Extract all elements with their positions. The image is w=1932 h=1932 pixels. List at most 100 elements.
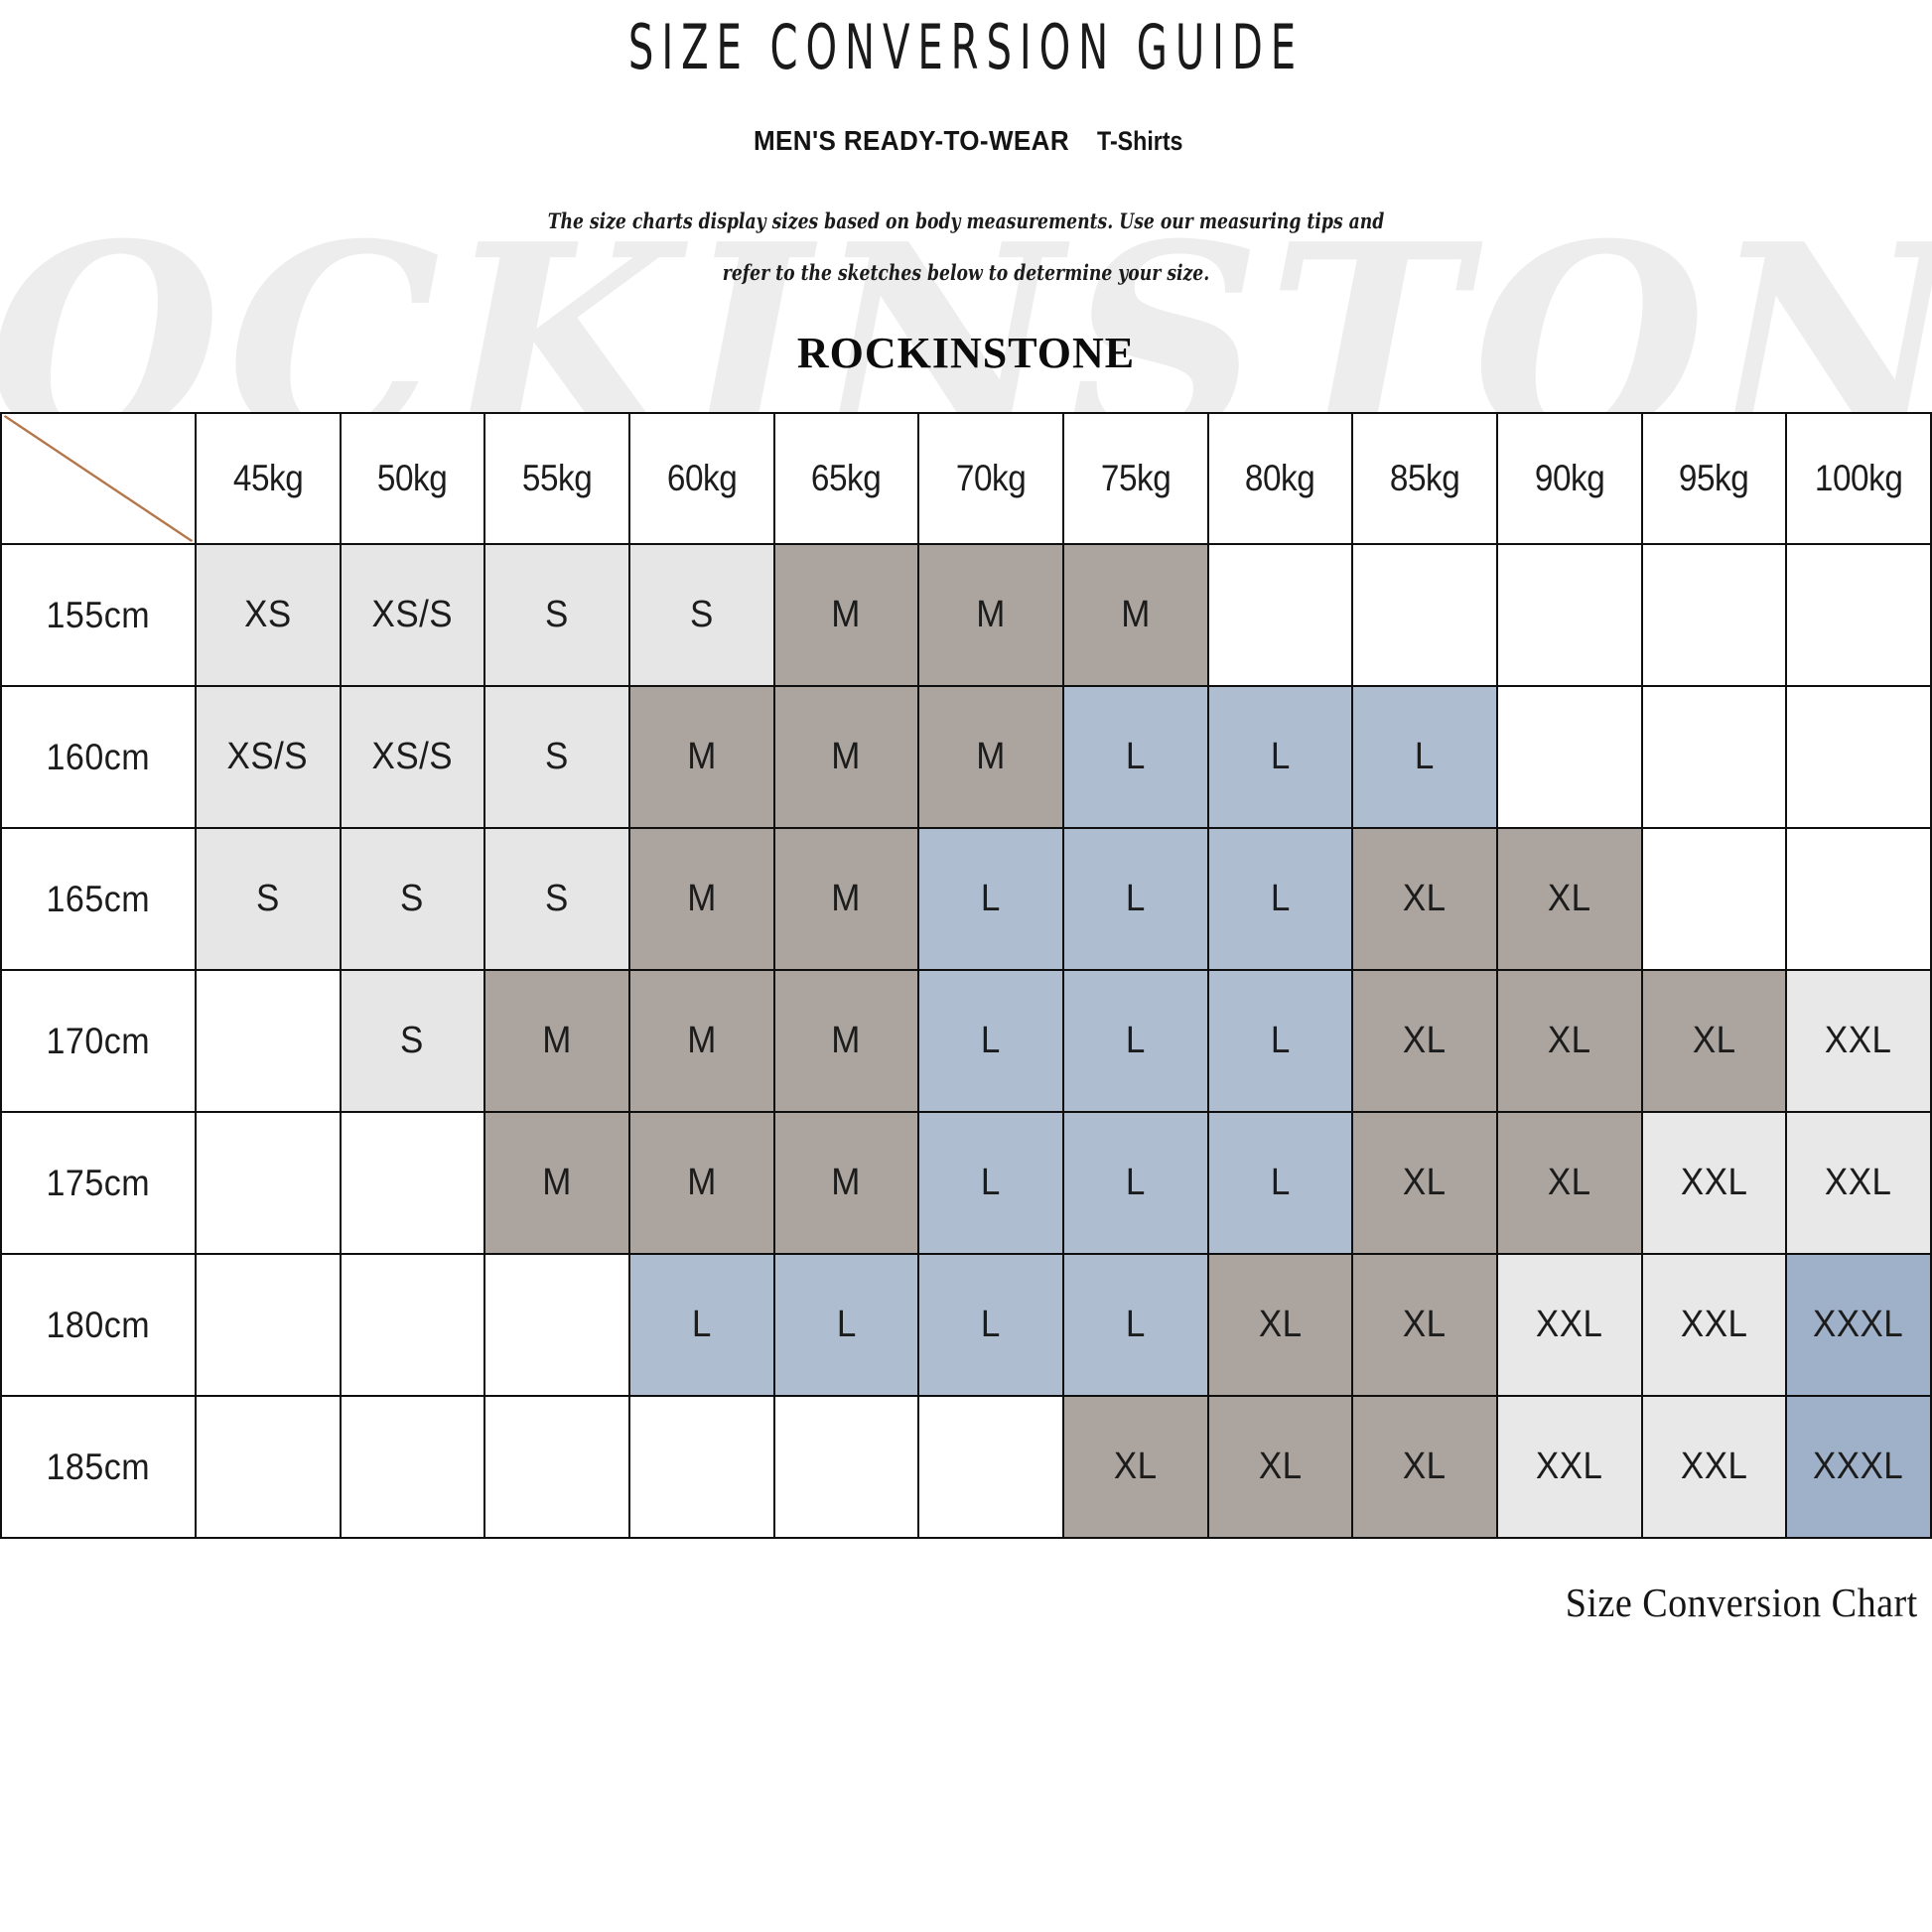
- size-cell-empty: [339, 1395, 486, 1540]
- size-cell-label: M: [542, 1020, 572, 1062]
- column-header-label: 75kg: [1100, 458, 1171, 499]
- size-cell: XL: [1351, 969, 1498, 1114]
- size-cell-label: XL: [1547, 878, 1591, 920]
- row-header-label: 160cm: [46, 736, 151, 777]
- size-cell-label: XXXL: [1813, 1304, 1904, 1346]
- size-cell-label: M: [542, 1162, 572, 1204]
- size-cell-label: XL: [1547, 1020, 1591, 1062]
- column-header-label: 50kg: [377, 458, 448, 499]
- size-cell: XL: [1351, 1253, 1498, 1398]
- size-cell-label: XL: [1403, 1162, 1447, 1204]
- table-row: 170cm S M M M L L L XL XL XL XXL: [0, 969, 1932, 1114]
- size-cell-label: L: [981, 878, 1001, 920]
- size-cell-label: XL: [1258, 1304, 1303, 1346]
- column-header-weight: 85kg: [1351, 412, 1498, 546]
- size-cell-empty: [1640, 543, 1788, 688]
- column-header-weight: 50kg: [339, 412, 486, 546]
- size-cell: S: [627, 543, 775, 688]
- column-header-weight: 80kg: [1206, 412, 1354, 546]
- row-header-height: 180cm: [0, 1253, 197, 1398]
- brand-name: ROCKINSTONE: [796, 329, 1136, 378]
- size-cell: XXL: [1640, 1253, 1788, 1398]
- size-cell-label: L: [836, 1304, 857, 1346]
- column-header-label: 85kg: [1389, 458, 1460, 499]
- size-cell: XS/S: [194, 685, 342, 830]
- page-title: SIZE CONVERSION GUIDE: [627, 11, 1305, 83]
- column-header-label: 55kg: [521, 458, 593, 499]
- size-cell-empty: [1206, 543, 1354, 688]
- size-cell-empty: [194, 969, 342, 1114]
- size-cell-label: M: [831, 878, 862, 920]
- size-cell: M: [917, 685, 1064, 830]
- size-cell: M: [772, 1111, 920, 1256]
- size-cell-label: XXXL: [1813, 1446, 1904, 1488]
- column-header-label: 80kg: [1245, 458, 1315, 499]
- size-cell-label: M: [831, 1162, 862, 1204]
- size-cell: L: [917, 1253, 1064, 1398]
- size-cell: XXXL: [1785, 1395, 1932, 1540]
- table-row: 160cm XS/S XS/S S M M M L L L: [0, 685, 1932, 830]
- subtitle-row: MEN'S READY-TO-WEAR T-Shirts: [0, 125, 1932, 157]
- size-cell: XXL: [1785, 1111, 1932, 1256]
- row-header-height: 160cm: [0, 685, 197, 830]
- row-header-height: 170cm: [0, 969, 197, 1114]
- column-header-label: 65kg: [811, 458, 882, 499]
- size-cell-empty: [772, 1395, 920, 1540]
- size-cell-label: S: [255, 878, 280, 920]
- size-cell-label: S: [545, 736, 569, 778]
- size-cell-label: L: [1270, 1162, 1291, 1204]
- size-cell: XL: [1495, 1111, 1643, 1256]
- size-cell-label: XXL: [1680, 1162, 1748, 1204]
- size-cell-label: S: [400, 878, 425, 920]
- size-cell: L: [1061, 969, 1209, 1114]
- header-row: 45kg 50kg 55kg 60kg 65kg 70kg 75kg 80kg 85kg 90kg…: [0, 412, 1932, 546]
- column-header-weight: 75kg: [1061, 412, 1209, 546]
- size-cell-empty: [483, 1395, 630, 1540]
- size-cell: L: [1206, 1111, 1354, 1256]
- size-cell-label: XL: [1403, 1304, 1447, 1346]
- size-cell-label: XXL: [1535, 1304, 1603, 1346]
- table-row: 155cm XS XS/S S S M M M: [0, 543, 1932, 688]
- size-cell: XS: [194, 543, 342, 688]
- size-cell-label: XL: [1692, 1020, 1736, 1062]
- size-cell: XXL: [1640, 1111, 1788, 1256]
- size-cell-label: XXL: [1825, 1020, 1892, 1062]
- size-cell-empty: [1495, 543, 1643, 688]
- size-cell-empty: [917, 1395, 1064, 1540]
- column-header-weight: 100kg: [1785, 412, 1932, 546]
- size-cell-label: M: [1120, 594, 1151, 636]
- size-cell: S: [483, 827, 630, 972]
- size-cell-label: M: [686, 1020, 717, 1062]
- row-header-label: 175cm: [46, 1162, 151, 1203]
- size-cell: L: [1206, 969, 1354, 1114]
- size-cell: XXL: [1495, 1395, 1643, 1540]
- size-cell: L: [1061, 1111, 1209, 1256]
- size-conversion-table: 45kg 50kg 55kg 60kg 65kg 70kg 75kg 80kg 85kg 90kg…: [0, 412, 1932, 1540]
- size-cell-label: M: [831, 1020, 862, 1062]
- size-cell: XXL: [1785, 969, 1932, 1114]
- size-cell-label: S: [689, 594, 714, 636]
- footer-caption-text: Size Conversion Chart: [1565, 1580, 1918, 1626]
- size-cell-label: L: [1270, 878, 1291, 920]
- column-header-label: 45kg: [232, 458, 304, 499]
- table-body: 155cm XS XS/S S S M M M 160cm XS/S XS/S S M M M L L L 165c…: [0, 543, 1932, 1540]
- size-cell: XS/S: [339, 543, 486, 688]
- size-cell: M: [772, 685, 920, 830]
- size-cell: XL: [1351, 827, 1498, 972]
- row-header-label: 185cm: [46, 1446, 151, 1487]
- size-cell: S: [194, 827, 342, 972]
- size-cell-label: XS/S: [371, 594, 454, 636]
- row-header-height: 175cm: [0, 1111, 197, 1256]
- size-cell: M: [627, 685, 775, 830]
- row-header-label: 155cm: [46, 594, 151, 635]
- size-cell-label: M: [831, 594, 862, 636]
- size-cell-label: M: [686, 736, 717, 778]
- size-cell-label: S: [545, 878, 569, 920]
- row-header-height: 185cm: [0, 1395, 197, 1540]
- size-cell-empty: [627, 1395, 775, 1540]
- size-cell: S: [339, 827, 486, 972]
- size-cell-empty: [339, 1253, 486, 1398]
- table-row: 165cm S S S M M L L L XL XL: [0, 827, 1932, 972]
- size-cell: L: [1061, 685, 1209, 830]
